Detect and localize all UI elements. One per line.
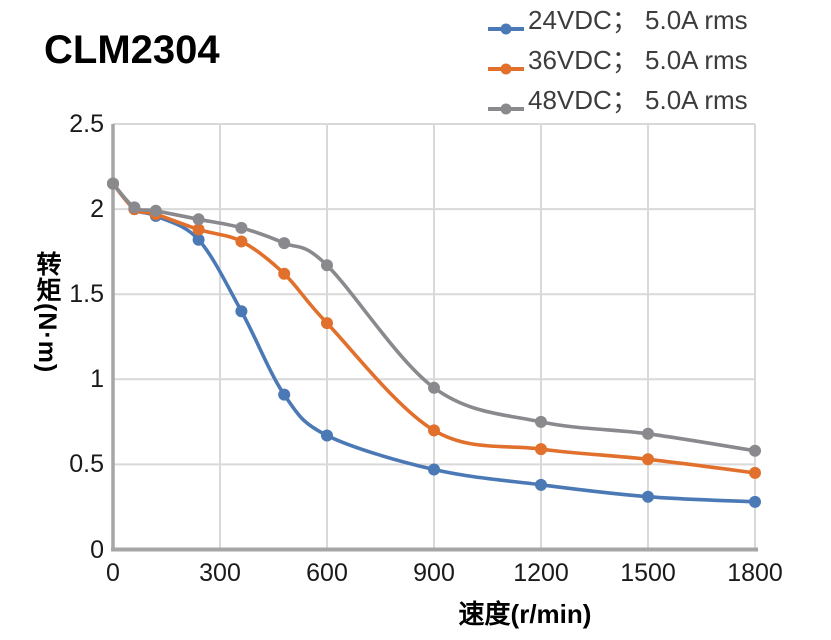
data-point-marker: [749, 444, 761, 457]
legend-label-36vdc: 36VDC； 5.0A rms: [528, 45, 748, 75]
data-point-marker: [642, 427, 654, 440]
data-point-marker: [749, 466, 761, 479]
data-point-marker: [278, 388, 291, 401]
data-point-marker: [428, 424, 440, 437]
data-point-marker: [535, 478, 547, 491]
line-dot-marker-icon: [488, 23, 524, 35]
y-axis-label: 转矩(N·m): [33, 251, 61, 374]
data-point-marker: [192, 213, 205, 226]
x-tick-label: 600: [306, 559, 348, 587]
x-tick-label: 900: [413, 559, 455, 587]
data-point-marker: [278, 237, 291, 250]
data-point-marker: [535, 443, 547, 456]
x-tick-label: 1500: [620, 559, 676, 587]
line-dot-marker-icon: [488, 63, 524, 75]
y-tick-label: 2: [90, 195, 104, 224]
data-point-marker: [107, 177, 119, 190]
data-point-marker: [428, 381, 440, 394]
y-tick-label: 0.5: [69, 450, 104, 479]
data-point-marker: [321, 429, 333, 442]
data-point-marker: [642, 490, 654, 503]
data-point-marker: [321, 317, 333, 330]
y-tick-label: 1: [90, 365, 104, 394]
x-tick-label: 300: [199, 559, 241, 587]
data-point-marker: [278, 267, 291, 280]
data-point-marker: [235, 305, 248, 318]
x-tick-label: 1800: [727, 559, 783, 587]
x-axis-label: 速度(r/min): [458, 599, 592, 629]
data-point-marker: [642, 453, 654, 466]
y-tick-label: 2.5: [69, 110, 104, 138]
legend-label-24vdc: 24VDC； 5.0A rms: [528, 5, 748, 35]
y-tick-label: 0: [90, 535, 104, 564]
data-point-marker: [192, 233, 205, 246]
chart-title: CLM2304: [44, 28, 220, 72]
data-point-marker: [749, 495, 761, 508]
legend-label-48vdc: 48VDC； 5.0A rms: [528, 85, 748, 115]
line-dot-marker-icon: [488, 103, 524, 115]
data-point-marker: [149, 204, 162, 217]
x-tick-label: 1200: [513, 559, 569, 587]
data-point-marker: [192, 223, 205, 236]
data-point-marker: [321, 259, 333, 272]
data-point-marker: [428, 463, 440, 476]
data-point-marker: [128, 201, 141, 214]
x-tick-label: 0: [106, 559, 120, 587]
data-point-marker: [535, 415, 547, 428]
data-point-marker: [235, 235, 248, 248]
data-point-marker: [235, 221, 248, 234]
y-tick-label: 1.5: [69, 280, 104, 309]
